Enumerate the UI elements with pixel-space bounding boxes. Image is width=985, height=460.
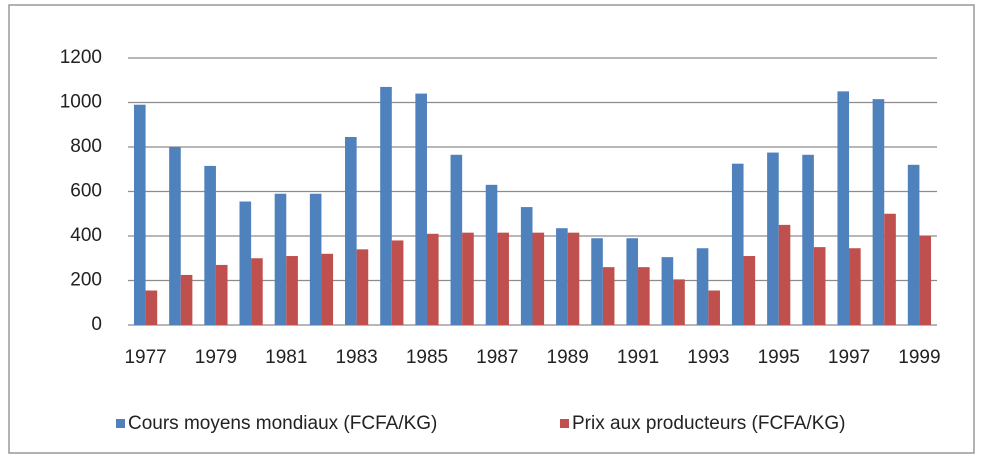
x-tick-label: 1979 bbox=[195, 347, 237, 368]
bar bbox=[286, 256, 298, 325]
bar bbox=[696, 248, 709, 325]
bar bbox=[673, 279, 685, 325]
bar bbox=[321, 253, 334, 325]
y-tick-label: 600 bbox=[70, 181, 102, 202]
x-tick-label: 1981 bbox=[265, 347, 307, 368]
bar bbox=[556, 228, 568, 325]
bar bbox=[743, 256, 756, 325]
bar bbox=[638, 267, 650, 325]
bar bbox=[778, 224, 791, 325]
bar bbox=[626, 238, 639, 325]
x-tick-label: 1995 bbox=[758, 347, 800, 368]
bar bbox=[169, 147, 181, 325]
bar bbox=[309, 193, 322, 325]
legend-swatch bbox=[560, 419, 569, 428]
y-tick-label: 1000 bbox=[60, 92, 102, 113]
bar bbox=[239, 201, 252, 325]
y-tick-label: 200 bbox=[70, 270, 102, 291]
bar bbox=[204, 165, 216, 325]
legend-label: Prix aux producteurs (FCFA/KG) bbox=[572, 413, 845, 434]
bar bbox=[567, 232, 580, 325]
bar bbox=[450, 154, 463, 325]
y-tick-label: 0 bbox=[91, 314, 102, 335]
bar bbox=[145, 290, 158, 325]
bar bbox=[345, 136, 357, 325]
legend-label: Cours moyens mondiaux (FCFA/KG) bbox=[128, 413, 437, 434]
bar bbox=[180, 274, 193, 325]
x-tick-label: 1977 bbox=[124, 347, 166, 368]
y-tick-label: 800 bbox=[70, 136, 102, 157]
bar bbox=[380, 86, 392, 325]
bar bbox=[415, 93, 427, 325]
bar bbox=[731, 163, 744, 325]
bar bbox=[274, 193, 287, 325]
bar bbox=[426, 233, 439, 325]
x-tick-label: 1983 bbox=[335, 347, 377, 368]
x-tick-label: 1993 bbox=[687, 347, 729, 368]
bar bbox=[919, 236, 932, 325]
x-tick-label: 1991 bbox=[617, 347, 659, 368]
bar bbox=[356, 249, 369, 325]
x-tick-label: 1989 bbox=[547, 347, 589, 368]
bar bbox=[767, 152, 779, 325]
bar bbox=[802, 154, 814, 325]
bar bbox=[391, 240, 404, 325]
bar bbox=[708, 290, 720, 325]
x-tick-label: 1997 bbox=[828, 347, 870, 368]
bar bbox=[485, 184, 498, 325]
x-tick-label: 1985 bbox=[406, 347, 448, 368]
bar bbox=[602, 267, 615, 325]
bar bbox=[520, 207, 533, 325]
bar bbox=[661, 257, 674, 325]
legend-swatch bbox=[116, 419, 125, 428]
bar bbox=[884, 213, 896, 325]
x-tick-label: 1999 bbox=[898, 347, 940, 368]
y-tick-label: 1200 bbox=[60, 47, 102, 68]
bar bbox=[462, 232, 474, 325]
bar bbox=[215, 264, 228, 325]
bar bbox=[133, 104, 146, 325]
bar bbox=[532, 232, 545, 325]
bar bbox=[907, 164, 920, 325]
bar bbox=[251, 258, 263, 325]
bar bbox=[813, 247, 826, 325]
x-tick-label: 1987 bbox=[476, 347, 518, 368]
bar bbox=[591, 238, 603, 325]
bar bbox=[872, 99, 885, 325]
bar bbox=[497, 232, 509, 325]
bar bbox=[849, 248, 861, 325]
y-tick-label: 400 bbox=[70, 225, 102, 246]
bar bbox=[837, 91, 850, 325]
